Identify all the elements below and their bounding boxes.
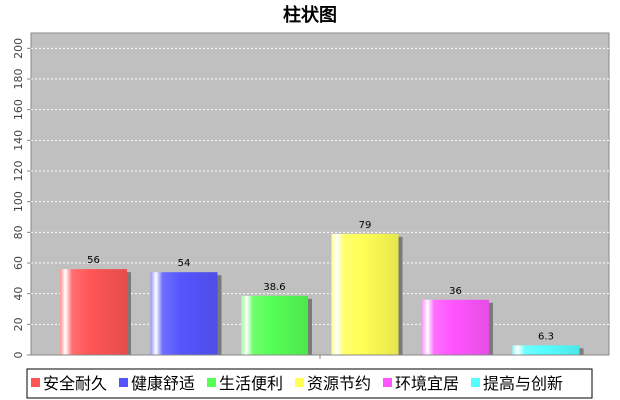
legend-item: 提高与创新 <box>483 374 563 393</box>
bar <box>60 269 127 355</box>
y-tick-label: 100 <box>12 191 25 212</box>
value-labels: 56 54 38.6 79 36 6.3 <box>87 220 554 342</box>
x-axis <box>31 354 609 359</box>
bar <box>512 345 580 355</box>
bar <box>150 272 218 355</box>
y-tick-label: 200 <box>12 38 25 59</box>
value-label: 38.6 <box>263 282 285 293</box>
legend: 安全耐久 健康舒适 生活便利 资源节约 环境宜居 提高与创新 <box>26 368 593 399</box>
value-label: 54 <box>178 258 191 269</box>
legend-item: 健康舒适 <box>131 374 195 393</box>
value-label: 56 <box>87 255 100 266</box>
y-tick-label: 180 <box>12 69 25 90</box>
bar <box>331 233 399 355</box>
y-tick-label: 140 <box>12 130 25 151</box>
legend-item: 环境宜居 <box>395 374 459 393</box>
legend-item: 安全耐久 <box>43 374 107 393</box>
chart-title: 柱状图 <box>283 4 337 26</box>
y-tick-label: 120 <box>12 161 25 182</box>
bar <box>422 299 489 355</box>
value-label: 36 <box>449 286 462 297</box>
legend-swatch <box>471 378 480 387</box>
bar <box>241 295 308 355</box>
y-tick-label: 60 <box>12 256 25 270</box>
y-tick-label: 20 <box>12 317 25 331</box>
value-label: 79 <box>359 220 372 231</box>
legend-swatch <box>295 378 304 387</box>
y-tick-label: 40 <box>12 287 25 301</box>
y-axis: 0 20 40 60 80 100 120 140 160 180 200 <box>12 38 31 359</box>
bars <box>60 233 584 355</box>
legend-swatch <box>31 378 40 387</box>
legend-swatch <box>207 378 216 387</box>
legend-item: 资源节约 <box>307 374 371 393</box>
y-tick-label: 160 <box>12 99 25 120</box>
y-tick-label: 0 <box>12 352 25 359</box>
legend-item: 生活便利 <box>219 374 283 393</box>
value-label: 6.3 <box>538 331 554 342</box>
legend-swatch <box>383 378 392 387</box>
legend-swatch <box>119 378 128 387</box>
y-tick-label: 80 <box>12 225 25 239</box>
